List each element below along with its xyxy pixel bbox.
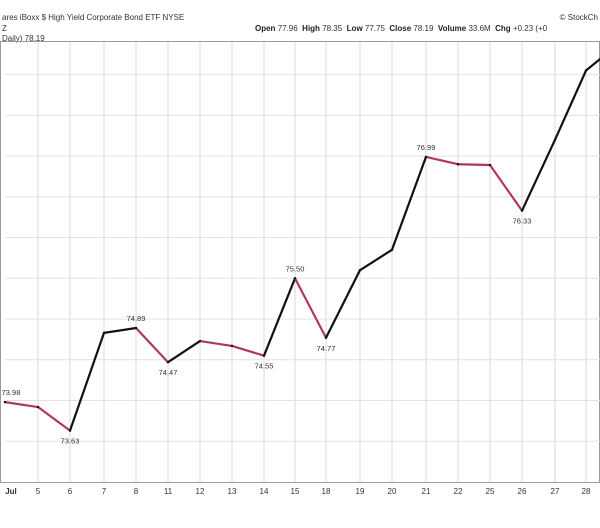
data-point	[293, 277, 297, 280]
plot-border	[0, 41, 600, 483]
point-label: 73.98	[2, 388, 21, 397]
series-segment	[553, 69, 588, 141]
point-label: 73.63	[61, 437, 80, 446]
data-point	[520, 209, 524, 212]
x-tick-label: 18	[322, 487, 331, 496]
data-point	[3, 400, 7, 404]
point-label: 76.33	[513, 217, 532, 226]
point-label: 75.50	[286, 264, 305, 273]
data-point	[424, 155, 428, 159]
series-segment	[488, 163, 524, 212]
point-label: 74.89	[127, 314, 146, 323]
data-point	[134, 326, 138, 330]
series-label: Daily) 78.19	[2, 34, 45, 43]
x-tick-label: 20	[388, 487, 397, 496]
data-point	[456, 163, 460, 166]
series-segment	[3, 401, 40, 409]
x-tick-label: 28	[582, 487, 591, 496]
series-segment	[230, 344, 266, 357]
x-tick-label: 19	[356, 487, 365, 496]
series-segment	[584, 58, 600, 72]
series-segment	[36, 405, 72, 432]
series-segment	[102, 326, 138, 334]
data-point	[358, 268, 362, 272]
data-point	[390, 248, 394, 251]
x-tick-label: 26	[518, 487, 527, 496]
point-label: 74.47	[159, 368, 178, 377]
chart-subtitle: Z	[2, 24, 7, 33]
point-label: 74.77	[317, 344, 336, 353]
data-point	[262, 354, 266, 357]
x-tick-label: 11	[164, 487, 173, 496]
data-point	[36, 405, 40, 409]
x-tick-label: Jul	[5, 487, 17, 496]
series-segment	[456, 163, 492, 167]
x-tick-label: 15	[291, 487, 300, 496]
series-segment	[262, 277, 297, 357]
x-tick-label: 8	[134, 487, 139, 496]
x-tick-label: 5	[36, 487, 41, 496]
series-segment	[293, 277, 328, 339]
data-point	[553, 138, 557, 141]
x-tick-label: 22	[454, 487, 463, 496]
data-point	[198, 339, 202, 343]
data-point	[230, 344, 234, 348]
series-segment	[358, 248, 394, 272]
x-tick-label: 21	[422, 487, 431, 496]
series-segment	[520, 138, 557, 212]
series-segment	[166, 339, 202, 364]
data-point	[584, 69, 588, 72]
data-point	[324, 336, 328, 339]
chart-title: ares iBoxx $ High Yield Corporate Bond E…	[2, 13, 185, 22]
data-point	[488, 163, 492, 167]
point-label: 76.99	[417, 143, 436, 152]
data-point	[166, 361, 170, 364]
x-tick-label: 13	[228, 487, 237, 496]
ohlc-readout: Open 77.96 High 78.35 Low 77.75 Close 78…	[255, 24, 548, 33]
x-tick-label: 27	[551, 487, 560, 496]
series-segment	[390, 155, 428, 251]
data-point	[102, 331, 106, 335]
x-tick-label: 25	[486, 487, 495, 496]
series-segment	[134, 326, 170, 364]
series-segment	[324, 269, 362, 339]
x-tick-label: 14	[260, 487, 269, 496]
series-segment	[198, 339, 234, 348]
point-label: 74.55	[255, 362, 274, 371]
data-point	[68, 429, 72, 432]
x-tick-label: 7	[102, 487, 107, 496]
watermark: © StockCh	[559, 13, 598, 22]
series-segment	[424, 155, 460, 166]
x-tick-label: 12	[196, 487, 205, 496]
series-segment	[68, 331, 106, 432]
x-tick-label: 6	[68, 487, 73, 496]
